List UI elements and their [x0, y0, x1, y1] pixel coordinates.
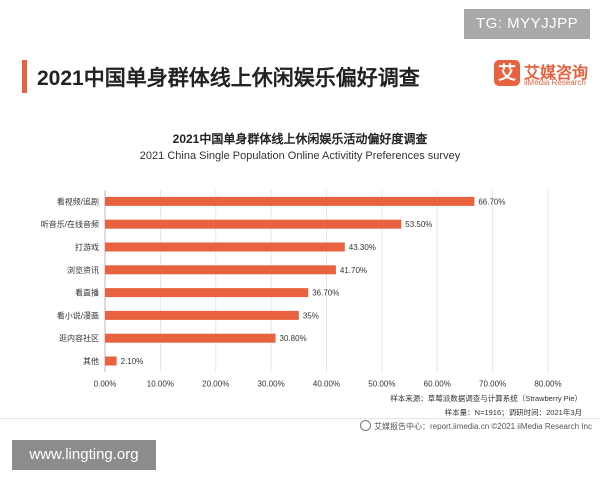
data-label-4: 36.70%	[312, 289, 339, 298]
bar-0	[105, 196, 475, 206]
data-label-2: 43.30%	[349, 243, 376, 252]
logo-name-cn: 艾媒咨询	[524, 65, 589, 82]
x-tick-label-5: 50.00%	[368, 379, 395, 388]
bar-3	[105, 265, 336, 275]
bar-1	[105, 219, 402, 229]
iimedia-logo-icon: 艾	[494, 60, 520, 86]
category-label-6: 逛内容社区	[59, 333, 99, 343]
category-label-7: 其他	[83, 356, 99, 366]
category-label-5: 看小说/漫画	[57, 310, 99, 320]
watermark-bottom: www.lingting.org	[12, 440, 156, 470]
category-label-1: 听音乐/在线音频	[41, 219, 99, 229]
bar-4	[105, 288, 309, 298]
category-label-3: 浏览资讯	[67, 265, 99, 275]
x-tick-label-2: 20.00%	[202, 379, 229, 388]
x-tick-label-1: 10.00%	[147, 379, 174, 388]
bar-7	[105, 356, 117, 366]
brand-logo: 艾 艾媒咨询 iiMedia Research	[494, 60, 594, 92]
bar-5	[105, 310, 299, 320]
source-note: 样本来源：草莓派数据调查与计算系统（Strawberry Pie） 样本量：N=…	[390, 392, 582, 420]
source-line-1: 样本来源：草莓派数据调查与计算系统（Strawberry Pie）	[390, 394, 582, 403]
x-tick-label-8: 80.00%	[534, 379, 561, 388]
x-tick-label-3: 30.00%	[258, 379, 285, 388]
chart-subtitle: 2021 China Single Population Online Acti…	[139, 150, 461, 162]
footer-divider	[0, 418, 600, 419]
title-accent-bar	[22, 60, 27, 93]
footer-text: 艾媒报告中心：report.iimedia.cn ©2021 iiMedia R…	[374, 422, 592, 431]
data-label-0: 66.70%	[478, 197, 505, 206]
logo-name-en: iiMedia Research	[524, 78, 586, 87]
category-label-2: 打游戏	[75, 242, 99, 252]
chart-title: 2021中国单身群体线上休闲娱乐活动偏好度调查	[172, 132, 428, 146]
x-tick-label-4: 40.00%	[313, 379, 340, 388]
data-label-5: 35%	[303, 311, 319, 320]
x-tick-label-7: 70.00%	[479, 379, 506, 388]
data-label-7: 2.10%	[121, 357, 144, 366]
data-label-1: 53.50%	[405, 220, 432, 229]
report-center-icon	[360, 420, 372, 432]
watermark-top: TG: MYYJJPP	[464, 9, 590, 39]
data-label-6: 30.80%	[280, 334, 307, 343]
bar-6	[105, 333, 276, 343]
x-tick-label-0: 0.00%	[94, 379, 117, 388]
category-label-4: 看直播	[75, 288, 99, 298]
x-tick-label-6: 60.00%	[424, 379, 451, 388]
page-title: 2021中国单身群体线上休闲娱乐偏好调查	[37, 67, 420, 90]
data-label-3: 41.70%	[340, 266, 367, 275]
footer: 艾媒报告中心：report.iimedia.cn ©2021 iiMedia R…	[360, 420, 592, 432]
source-line-2: 样本量：N=1916；调研时间：2021年3月	[444, 408, 582, 417]
category-label-0: 看视频/追剧	[57, 196, 99, 206]
bar-2	[105, 242, 345, 252]
